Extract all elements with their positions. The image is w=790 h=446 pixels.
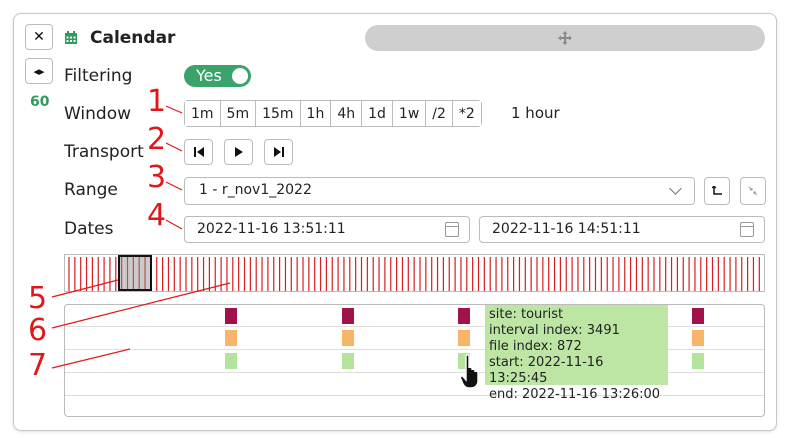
tooltip-file-index: file index: 872 — [489, 339, 582, 354]
move-icon — [558, 31, 572, 45]
toggle-knob — [232, 68, 248, 84]
toggle-text: Yes — [196, 66, 222, 85]
window-halve-button[interactable]: /2 — [426, 101, 453, 126]
overview-strip[interactable] — [64, 254, 765, 292]
panel-title: Calendar — [90, 28, 176, 48]
annotation-6: 6 — [28, 313, 48, 348]
timeline-row-divider — [65, 395, 764, 396]
timeline-mark[interactable] — [342, 353, 354, 369]
shrink-icon — [748, 186, 758, 196]
annotation-5: 5 — [28, 281, 48, 316]
window-double-button[interactable]: *2 — [452, 101, 481, 126]
calendar-icon[interactable] — [740, 222, 754, 237]
window-1w-button[interactable]: 1w — [392, 101, 427, 126]
interval-tooltip: site: tourist interval index: 3491 file … — [485, 305, 668, 402]
skip-last-button[interactable] — [264, 139, 293, 165]
window-1h-button[interactable]: 1h — [300, 101, 332, 126]
timeline-row-divider — [65, 326, 764, 327]
annotation-4: 4 — [147, 198, 167, 233]
window-4h-button[interactable]: 4h — [331, 101, 363, 126]
annotation-2: 2 — [147, 122, 167, 157]
range-label: Range — [64, 180, 118, 200]
play-icon — [234, 147, 243, 157]
tooltip-start: start: 2022-11-16 13:25:45 — [489, 355, 604, 386]
window-1d-button[interactable]: 1d — [362, 101, 393, 126]
end-date-value: 2022-11-16 14:51:11 — [492, 221, 641, 237]
timeline-row-divider — [65, 372, 764, 373]
timeline-mark[interactable] — [692, 330, 704, 346]
overview-strip-lines — [68, 257, 760, 291]
window-1m-button[interactable]: 1m — [185, 101, 221, 126]
corner-arrow-icon — [712, 186, 722, 195]
timeline-mark[interactable] — [692, 308, 704, 324]
close-button[interactable]: ✕ — [25, 24, 53, 50]
skip-last-icon — [273, 147, 284, 157]
window-5m-button[interactable]: 5m — [220, 101, 257, 126]
window-brush[interactable] — [118, 255, 152, 291]
window-15m-button[interactable]: 15m — [256, 101, 301, 126]
skip-first-button[interactable] — [184, 139, 213, 165]
annotation-1: 1 — [147, 84, 167, 119]
timeline-mark[interactable] — [458, 330, 470, 346]
transport-label: Transport — [64, 142, 144, 162]
tooltip-site: site: tourist — [489, 307, 564, 322]
window-label: Window — [64, 104, 132, 124]
count-value: 60 — [30, 94, 50, 110]
window-button-group: 1m 5m 15m 1h 4h 1d 1w /2 *2 — [184, 100, 482, 127]
timeline-row-divider — [65, 349, 764, 350]
timeline-mark[interactable] — [692, 353, 704, 369]
hand-cursor-icon — [460, 354, 479, 389]
window-value: 1 hour — [511, 104, 560, 122]
timeline-mark[interactable] — [225, 330, 237, 346]
calendar-icon[interactable] — [445, 222, 459, 237]
tooltip-end: end: 2022-11-16 13:26:00 — [489, 387, 661, 402]
start-date-value: 2022-11-16 13:51:11 — [197, 221, 346, 237]
expand-icon: ◂▸ — [33, 64, 45, 78]
dates-label: Dates — [64, 219, 114, 239]
start-date-input[interactable]: 2022-11-16 13:51:11 — [184, 216, 470, 243]
range-extend-button[interactable] — [704, 177, 730, 205]
close-icon: ✕ — [33, 29, 45, 45]
timeline-mark[interactable] — [342, 330, 354, 346]
timeline-mark[interactable] — [458, 308, 470, 324]
expand-button[interactable]: ◂▸ — [25, 58, 53, 84]
skip-first-icon — [193, 147, 204, 157]
timeline-mark[interactable] — [225, 308, 237, 324]
tooltip-interval-index: interval index: 3491 — [489, 323, 620, 338]
annotation-3: 3 — [147, 160, 167, 195]
timeline-mark[interactable] — [225, 353, 237, 369]
range-select[interactable]: 1 - r_nov1_2022 — [184, 177, 695, 205]
filtering-toggle[interactable]: Yes — [184, 65, 251, 87]
timeline-mark[interactable] — [342, 308, 354, 324]
range-shrink-button[interactable] — [740, 177, 766, 205]
end-date-input[interactable]: 2022-11-16 14:51:11 — [479, 216, 765, 243]
calendar-icon — [65, 31, 77, 44]
range-selected-value: 1 - r_nov1_2022 — [199, 182, 312, 198]
chevron-down-icon — [669, 182, 682, 195]
drag-handle[interactable] — [365, 25, 765, 51]
filtering-label: Filtering — [64, 66, 133, 86]
play-button[interactable] — [224, 139, 253, 165]
annotation-7: 7 — [28, 348, 48, 383]
